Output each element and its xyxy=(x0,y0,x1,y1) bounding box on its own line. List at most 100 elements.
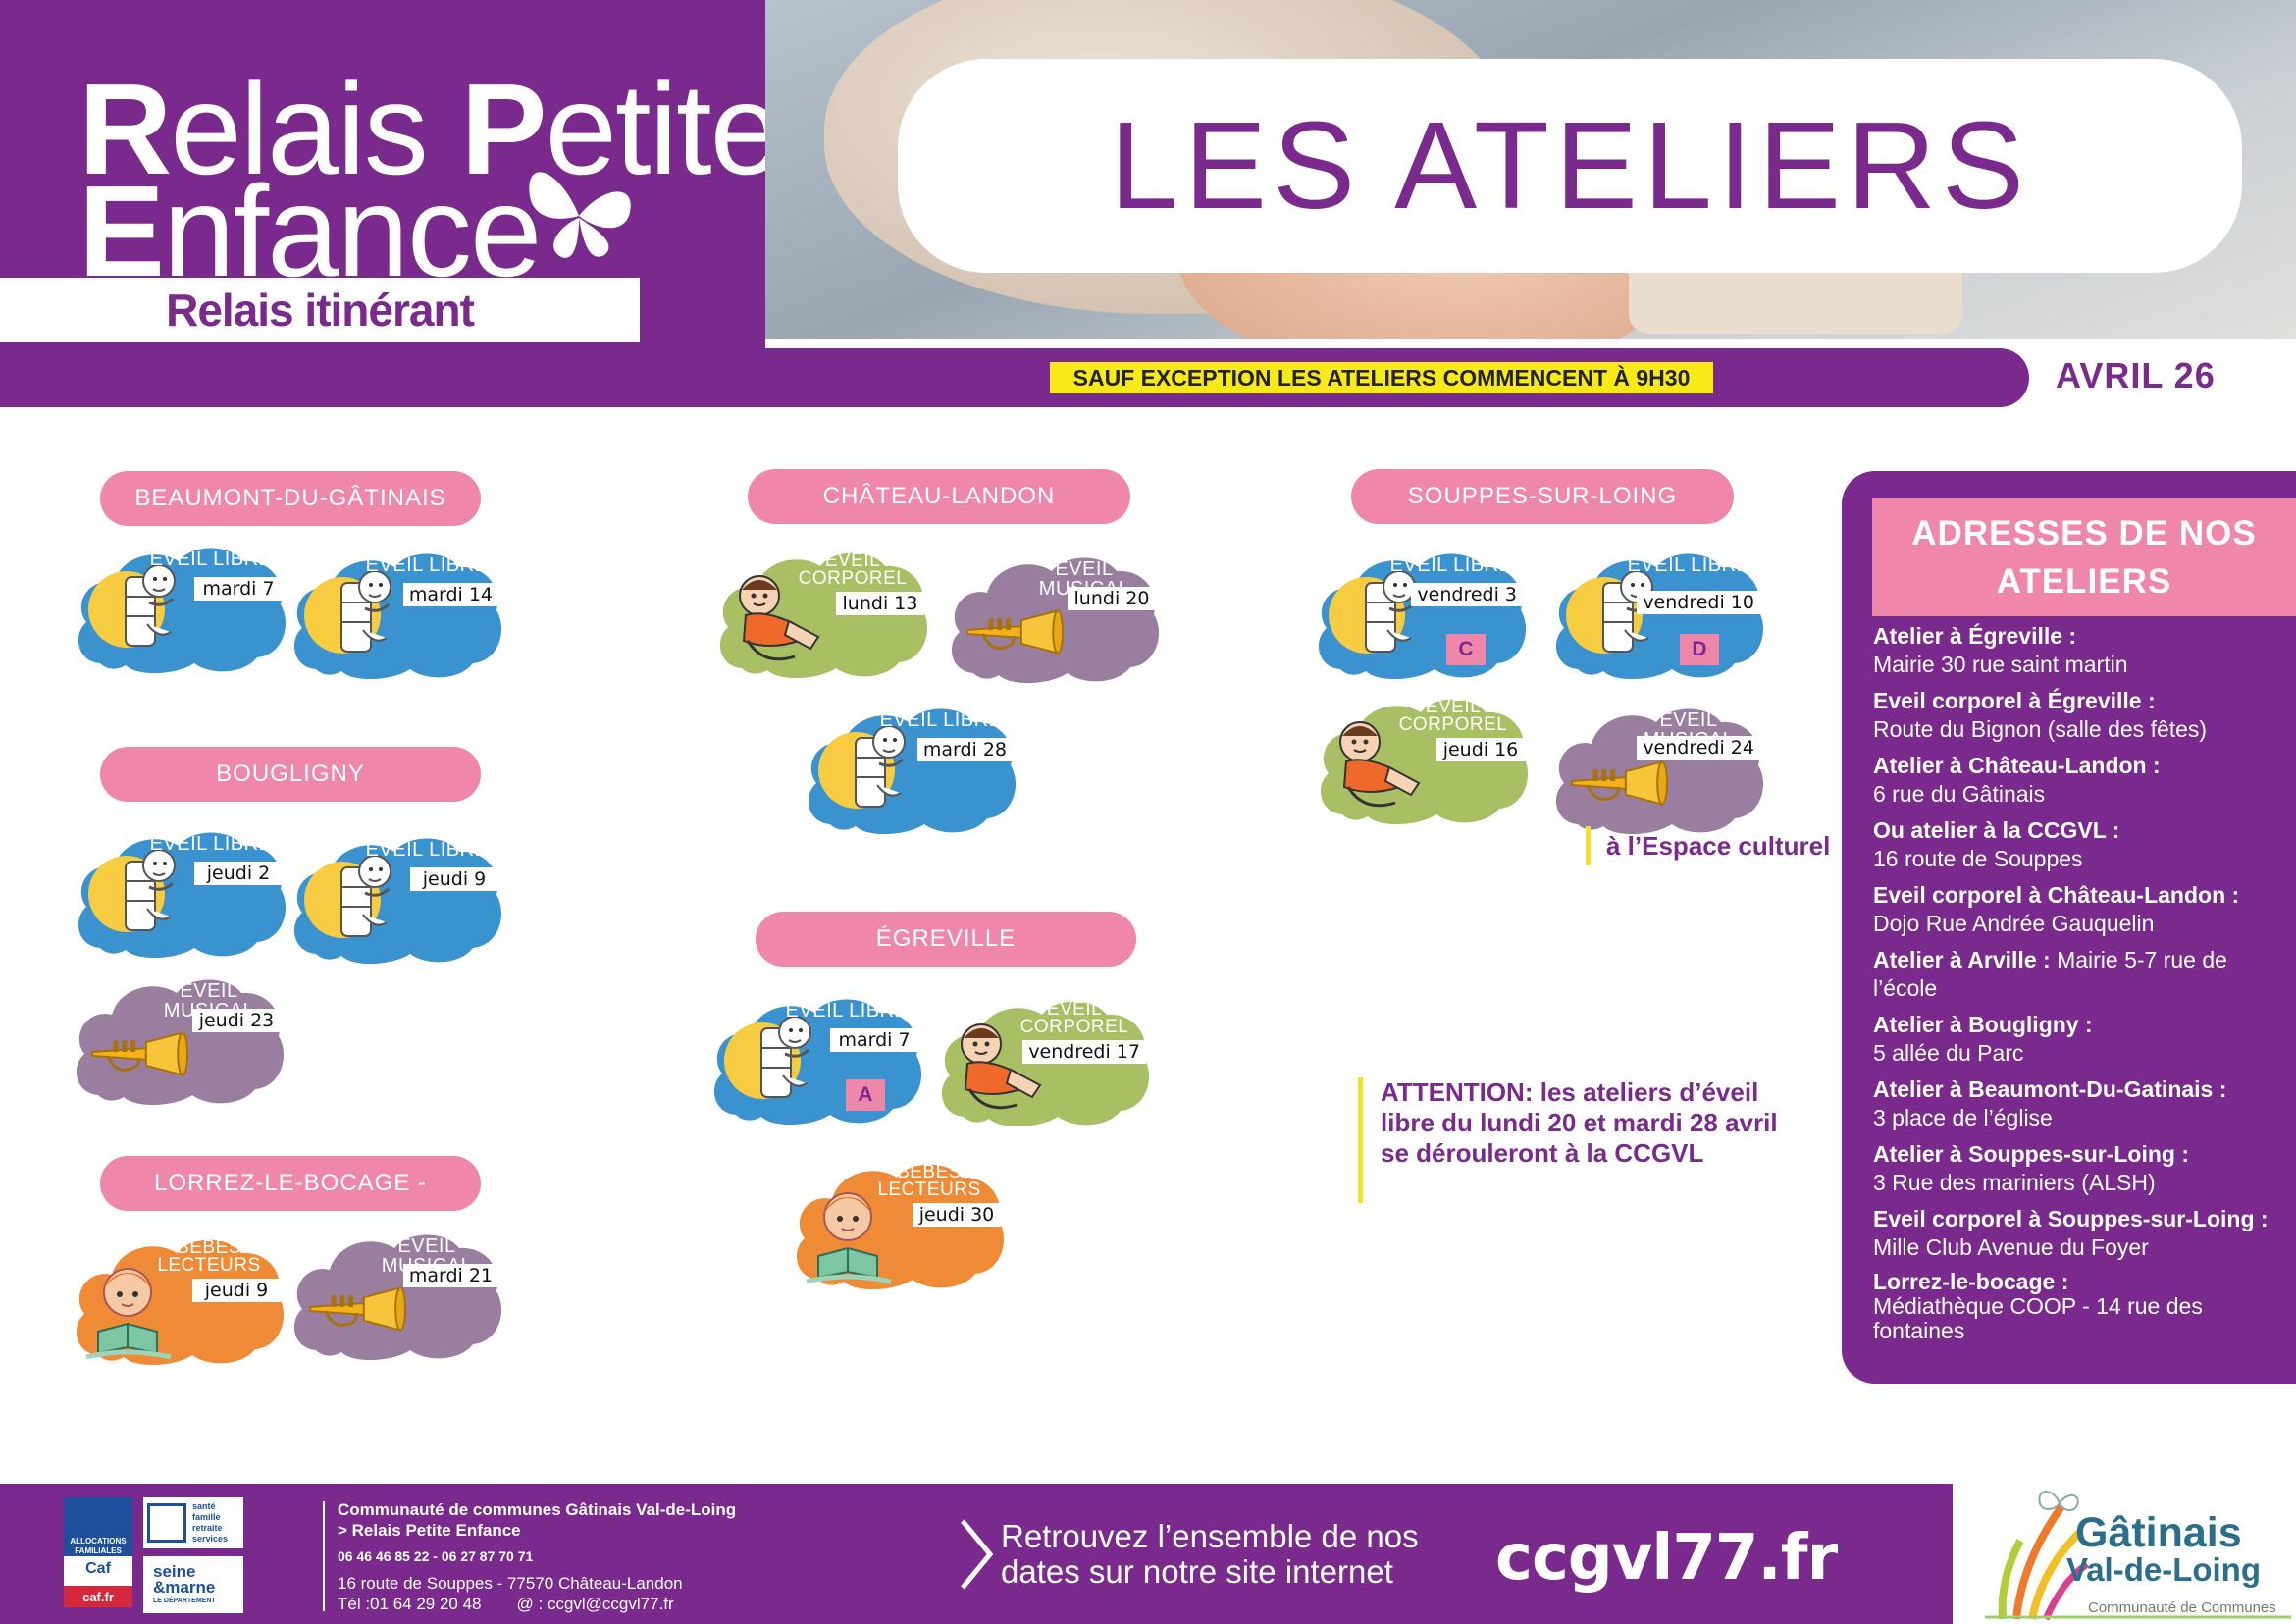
activity-date: lundi 13 xyxy=(836,592,924,615)
location-tag: D xyxy=(1680,634,1719,665)
gatinais-name-2: Val-de-Loing xyxy=(2066,1551,2261,1588)
activity-eveil-musical: ÉVEIL MUSICAL jeudi 23 xyxy=(69,971,285,1109)
website-link[interactable]: ccgvl77.fr xyxy=(1495,1522,1838,1595)
addresses-panel xyxy=(1842,471,2296,1384)
trumpet-icon xyxy=(965,608,1064,655)
subtitle: Relais itinérant xyxy=(166,285,475,336)
address-item: Eveil corporel à Château-Landon : Dojo Ru… xyxy=(1873,882,2240,936)
footer-phones: 06 46 46 85 22 - 06 27 87 70 71 xyxy=(338,1548,534,1564)
footer-contact: Communauté de communes Gâtinais Val-de-L… xyxy=(338,1499,736,1614)
baby-icon xyxy=(124,848,177,932)
activity-eveil-libre: ÉVEIL LIBRE jeudi 2 xyxy=(71,824,287,962)
activity-label: ÉVEIL CORPOREL xyxy=(798,550,908,590)
logo-title-line1: Relais Petite xyxy=(78,57,782,201)
activity-date: jeudi 30 xyxy=(913,1203,1001,1227)
activity-bebes-lecteurs: BÉBÉS LECTEURS jeudi 30 xyxy=(789,1156,1005,1293)
activity-date: mardi 28 xyxy=(916,738,1013,761)
activity-bebes-lecteurs: BÉBÉS LECTEURS jeudi 9 xyxy=(69,1231,285,1369)
activity-label: BÉBÉS LECTEURS xyxy=(877,1162,981,1201)
activity-date: jeudi 9 xyxy=(410,867,498,891)
gatinais-name: Gâtinais xyxy=(2075,1509,2242,1556)
address-item: Atelier à Arville : Mairie 5-7 rue de l’… xyxy=(1873,947,2227,1001)
location-tag: C xyxy=(1446,634,1486,665)
trumpet-icon xyxy=(308,1285,406,1333)
activity-date: vendredi 3 xyxy=(1411,583,1523,606)
city-pill-chateau-landon: CHÂTEAU-LANDON xyxy=(748,469,1130,524)
baby-icon xyxy=(854,724,907,809)
gatinais-subtitle: Communauté de Communes xyxy=(2088,1599,2276,1616)
location-tag: A xyxy=(846,1079,885,1111)
address-item: Atelier à Bougligny :5 allée du Parc xyxy=(1873,1012,2093,1066)
city-pill-bougligny: BOUGLIGNY xyxy=(100,747,481,802)
activity-label: ÉVEIL CORPOREL xyxy=(1019,999,1129,1038)
reading-child-icon xyxy=(805,1187,893,1285)
activity-eveil-musical: ÉVEIL MUSICAL lundi 20 xyxy=(944,550,1160,687)
subtitle-band xyxy=(0,278,640,342)
activity-date: mardi 7 xyxy=(194,577,283,601)
activity-label: ÉVEIL LIBRE xyxy=(1627,554,1750,576)
activity-date: vendredi 24 xyxy=(1637,736,1760,760)
caf-logo: ALLOCATIONS FAMILIALES Caf caf.fr xyxy=(64,1497,132,1607)
baby-icon xyxy=(759,1015,812,1099)
header-bar xyxy=(0,348,2029,407)
footer-org: Communauté de communes Gâtinais Val-de-L… xyxy=(338,1500,737,1519)
reading-child-icon xyxy=(84,1263,173,1361)
title-card xyxy=(898,59,2242,273)
trumpet-icon xyxy=(90,1030,188,1077)
activity-eveil-libre: ÉVEIL LIBRE mardi 7 A xyxy=(706,991,922,1128)
activity-label: ÉVEIL LIBRE xyxy=(365,839,489,861)
month-label: AVRIL 26 xyxy=(2056,355,2216,395)
activity-eveil-libre: ÉVEIL LIBRE vendredi 3 C xyxy=(1311,546,1527,683)
activity-date: jeudi 16 xyxy=(1436,738,1525,761)
activity-eveil-libre: ÉVEIL LIBRE mardi 28 xyxy=(801,701,1017,838)
city-pill-beaumont: BEAUMONT-DU-GÂTINAIS xyxy=(100,471,481,526)
activity-label: ÉVEIL LIBRE xyxy=(149,549,273,570)
activity-eveil-corporel: ÉVEIL CORPOREL vendredi 17 xyxy=(934,993,1150,1130)
seine-et-marne-logo: seine &marne LE DÉPARTEMENT xyxy=(143,1556,243,1613)
activity-date: lundi 20 xyxy=(1068,587,1156,610)
addresses-list: Atelier à Égreville : Mairie 30 rue saint… xyxy=(1873,622,2285,1351)
address-item: Eveil corporel à Souppes-sur-Loing : Mill… xyxy=(1873,1206,2269,1260)
address-item: Atelier à Château-Landon :6 rue du Gâtin… xyxy=(1873,753,2161,807)
activity-label: ÉVEIL LIBRE xyxy=(879,709,1003,731)
city-pill-lorrez: LORREZ-LE-BOCAGE - PRÉAUX xyxy=(100,1156,481,1251)
msa-logo: santé famille retraite services xyxy=(143,1497,243,1548)
activity-date: mardi 7 xyxy=(830,1028,918,1052)
address-item: Atelier à Souppes-sur-Loing :3 Rue des m… xyxy=(1873,1141,2190,1195)
activity-date: vendredi 17 xyxy=(1022,1040,1146,1064)
gatinais-logo xyxy=(1985,1491,2291,1621)
activity-date: jeudi 2 xyxy=(194,862,283,885)
attention-note: ATTENTION: les ateliers d’éveil libre du… xyxy=(1358,1077,1809,1203)
city-pill-egreville: ÉGREVILLE xyxy=(756,912,1136,967)
chevron-right-icon xyxy=(961,1519,994,1590)
espace-culturel-note: à l’Espace culturel xyxy=(1586,826,1830,865)
butterfly-icon xyxy=(529,172,631,258)
address-item: Atelier à Beaumont-Du-Gatinais :3 place … xyxy=(1873,1076,2227,1130)
activity-label: ÉVEIL LIBRE xyxy=(365,554,489,576)
activity-date: vendredi 10 xyxy=(1637,591,1760,614)
footer-divider xyxy=(323,1501,325,1611)
activity-date: jeudi 23 xyxy=(192,1009,281,1032)
trumpet-icon xyxy=(1570,760,1668,807)
logo-title-line2: Enfance xyxy=(78,159,542,303)
activity-date: jeudi 9 xyxy=(192,1279,281,1302)
activity-eveil-musical: ÉVEIL MUSICAL vendredi 24 xyxy=(1548,701,1764,838)
footer-org-sub: > Relais Petite Enfance xyxy=(338,1521,521,1540)
activity-label: ÉVEIL LIBRE xyxy=(1389,554,1513,576)
footer-cta: Retrouvez l’ensemble de nos dates sur no… xyxy=(1001,1518,1419,1590)
footer-band xyxy=(0,1484,1953,1624)
activity-date: mardi 21 xyxy=(402,1264,498,1287)
activity-eveil-libre: ÉVEIL LIBRE mardi 7 xyxy=(71,540,287,677)
footer-address: 16 route de Souppes - 77570 Château-Land… xyxy=(338,1574,683,1593)
page-title: LES ATELIERS xyxy=(1109,96,2031,235)
address-item: Ou atelier à la CCGVL :16 route de Soupp… xyxy=(1873,817,2120,871)
address-item: Atelier à Égreville : Mairie 30 rue saint… xyxy=(1873,623,2128,677)
baby-icon xyxy=(339,854,392,938)
activity-label: ÉVEIL CORPOREL xyxy=(1398,697,1508,736)
baby-icon xyxy=(1364,569,1417,654)
activity-eveil-libre: ÉVEIL LIBRE mardi 14 xyxy=(287,546,502,683)
start-time-notice: SAUF EXCEPTION LES ATELIERS COMMENCENT À… xyxy=(1050,362,1713,393)
activity-eveil-libre: ÉVEIL LIBRE vendredi 10 D xyxy=(1548,546,1764,683)
baby-icon xyxy=(339,569,392,654)
addresses-heading: ADRESSES DE NOS ATELIERS xyxy=(1872,498,2296,616)
